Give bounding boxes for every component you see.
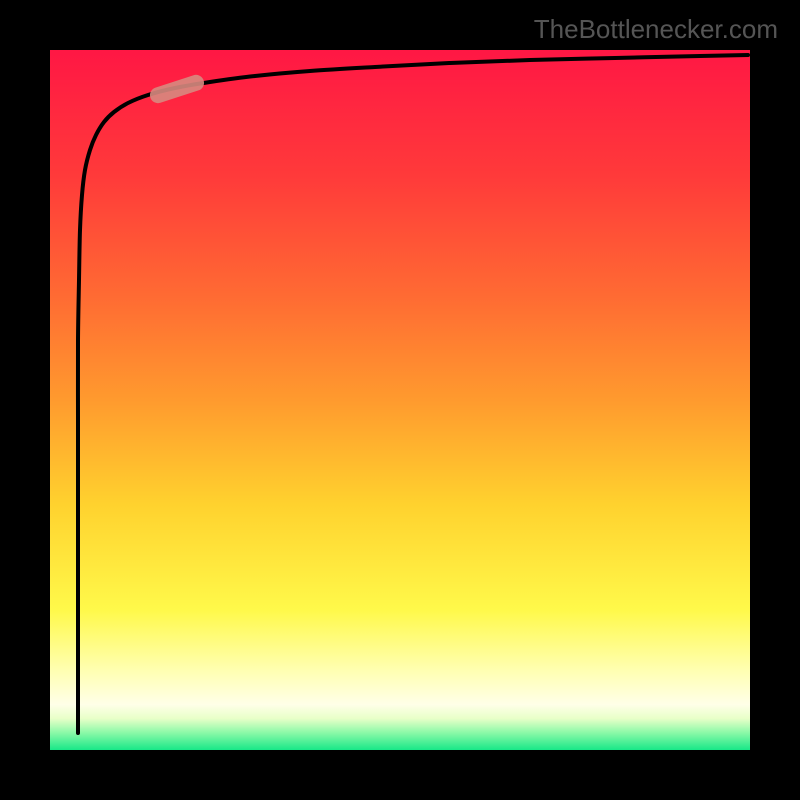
watermark-text: TheBottlenecker.com xyxy=(534,14,778,45)
chart-svg xyxy=(0,0,800,800)
chart-frame: TheBottlenecker.com xyxy=(0,0,800,800)
plot-area xyxy=(50,50,750,750)
